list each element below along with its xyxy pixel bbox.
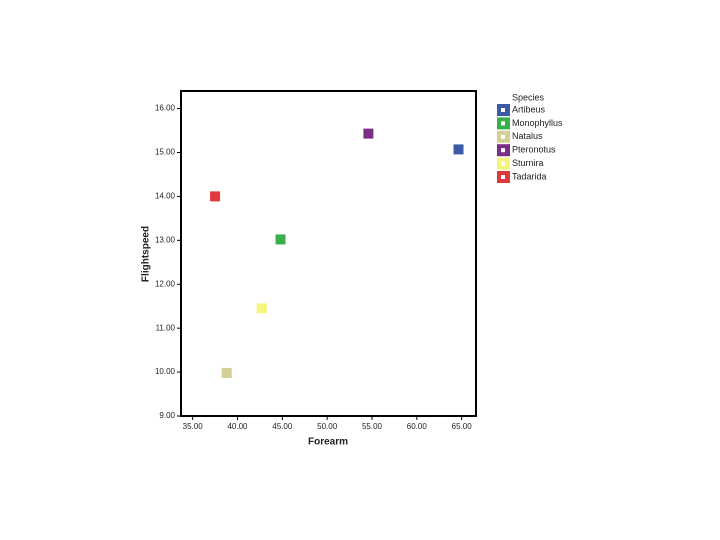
y-tick-label: 11.00 xyxy=(156,323,176,332)
point xyxy=(453,144,464,155)
plot-frame xyxy=(180,90,477,417)
point xyxy=(210,191,221,202)
x-tick-label: 50.00 xyxy=(317,422,338,431)
legend-swatch-dot xyxy=(501,134,505,139)
legend-swatch-dot xyxy=(501,148,505,153)
y-tick-label: 15.00 xyxy=(155,148,176,157)
x-tick-label: 40.00 xyxy=(227,422,248,431)
legend-label: Pteronotus xyxy=(512,145,556,155)
y-tick-label: 9.00 xyxy=(159,411,175,420)
legend-label: Artibeus xyxy=(512,104,546,114)
legend-swatch-dot xyxy=(501,121,505,126)
x-tick-label: 35.00 xyxy=(183,422,204,431)
y-tick-label: 12.00 xyxy=(155,279,176,288)
legend-title: Species xyxy=(512,92,545,102)
x-tick-label: 60.00 xyxy=(407,422,428,431)
legend-swatch-dot xyxy=(501,175,505,179)
legend-label: Monophyllus xyxy=(512,118,563,128)
point xyxy=(275,234,286,245)
legend-swatch-dot xyxy=(501,161,505,166)
point xyxy=(363,128,374,139)
point xyxy=(256,303,267,314)
x-tick-label: 65.00 xyxy=(452,422,473,431)
x-axis-title: Forearm xyxy=(308,437,348,448)
legend-label: Tadarida xyxy=(512,171,547,181)
x-tick-label: 45.00 xyxy=(272,422,293,431)
y-tick-label: 10.00 xyxy=(155,367,176,376)
y-tick-label: 13.00 xyxy=(155,235,176,244)
legend-label: Natalus xyxy=(512,131,543,141)
point xyxy=(221,367,232,378)
y-axis-title: Flightspeed xyxy=(141,226,152,282)
x-tick-label: 55.00 xyxy=(362,422,383,431)
y-tick-label: 16.00 xyxy=(155,104,176,113)
y-tick-label: 14.00 xyxy=(155,192,176,201)
legend-label: Sturnira xyxy=(512,158,544,168)
legend-swatch-dot xyxy=(501,108,505,112)
